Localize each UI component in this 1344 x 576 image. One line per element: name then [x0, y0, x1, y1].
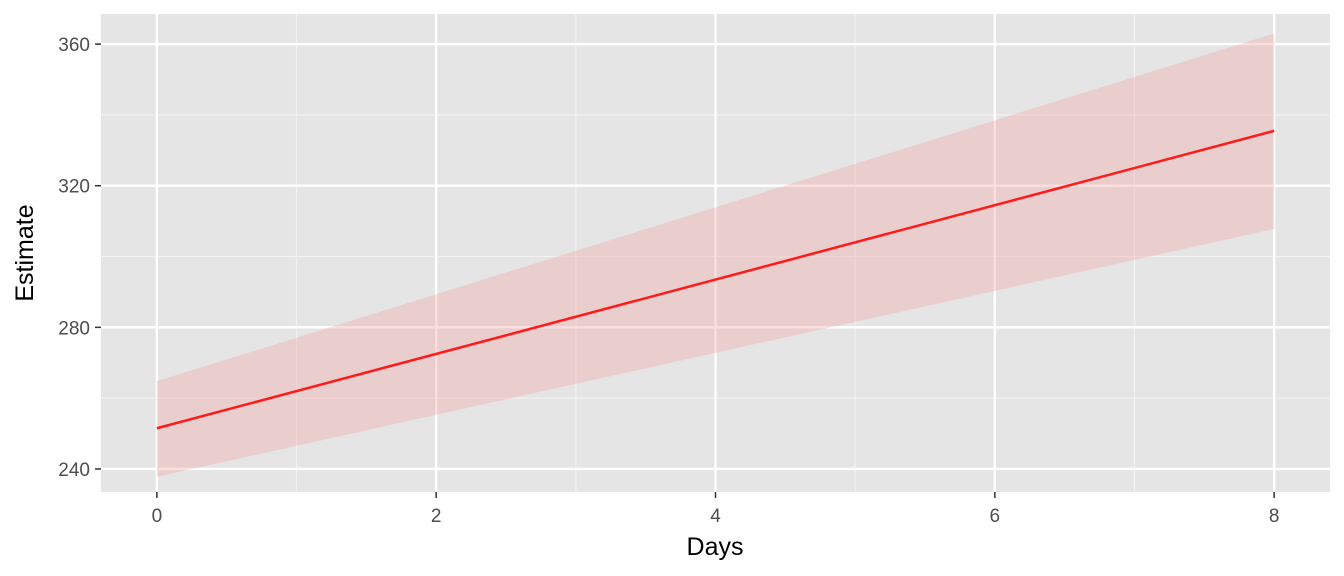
estimate-line	[156, 129, 1275, 430]
y-tick-label: 320	[58, 177, 90, 198]
y-axis-title: Estimate	[11, 204, 39, 301]
x-tick-label: 8	[1269, 506, 1280, 527]
confidence-ribbon	[156, 33, 1275, 477]
y-axis-ticks: 240 280 320 360	[58, 35, 101, 481]
x-tick-label: 0	[152, 506, 163, 527]
y-tick-label: 280	[58, 318, 90, 339]
x-tick-label: 6	[990, 506, 1001, 527]
x-axis-ticks: 0 2 4 6 8	[152, 492, 1280, 527]
major-gridlines	[101, 14, 1330, 492]
x-tick-label: 4	[710, 506, 721, 527]
x-tick-label: 2	[431, 506, 442, 527]
x-axis-title: Days	[687, 533, 744, 561]
y-tick-label: 360	[58, 35, 90, 56]
y-tick-label: 240	[58, 460, 90, 481]
